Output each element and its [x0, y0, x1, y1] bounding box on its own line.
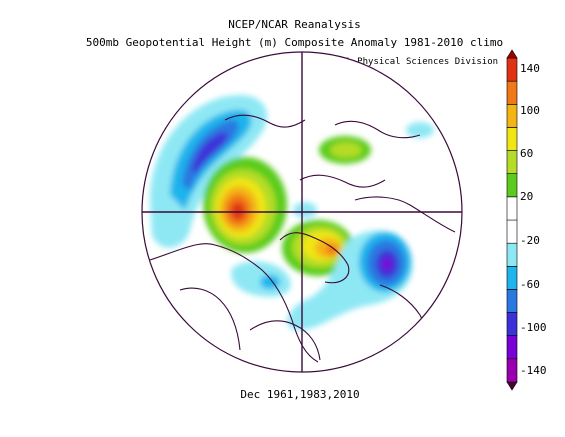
colorbar-segment [506, 173, 518, 198]
colorbar-label-100: 100 [520, 104, 540, 117]
colorbar-label-20: 20 [520, 190, 534, 203]
date-caption: Dec 1961,1983,2010 [240, 388, 360, 401]
credit-label: NOAA/ESRL Physical Sciences Division [303, 57, 499, 67]
coastlines [149, 114, 456, 363]
colorbar-label-m20: -20 [520, 234, 540, 247]
colorbar-segment [506, 127, 518, 151]
colorbar-segment [506, 80, 518, 105]
colorbar-segment [506, 289, 518, 313]
colorbar-segment [506, 335, 518, 360]
colorbar [506, 49, 518, 391]
colorbar-segment [506, 358, 518, 383]
colorbar-label-140: 140 [520, 62, 540, 75]
colorbar-segment [506, 265, 518, 290]
colorbar-segment [506, 49, 518, 59]
colorbar-segment [506, 219, 518, 244]
colorbar-segment [506, 57, 518, 82]
colorbar-segment [506, 150, 518, 175]
colorbar-segment [506, 312, 518, 337]
plot-title: NCEP/NCAR Reanalysis [228, 18, 361, 31]
anomaly-field [142, 52, 462, 372]
colorbar-segment [506, 196, 518, 221]
plot-subtitle: 500mb Geopotential Height (m) Composite … [85, 36, 504, 49]
colorbar-segment [506, 242, 518, 267]
colorbar-label-m100: -100 [520, 321, 547, 334]
colorbar-label-m140: -140 [520, 364, 547, 377]
colorbar-label-m60: -60 [520, 278, 540, 291]
colorbar-label-60: 60 [520, 147, 534, 160]
colorbar-segment [506, 103, 518, 128]
